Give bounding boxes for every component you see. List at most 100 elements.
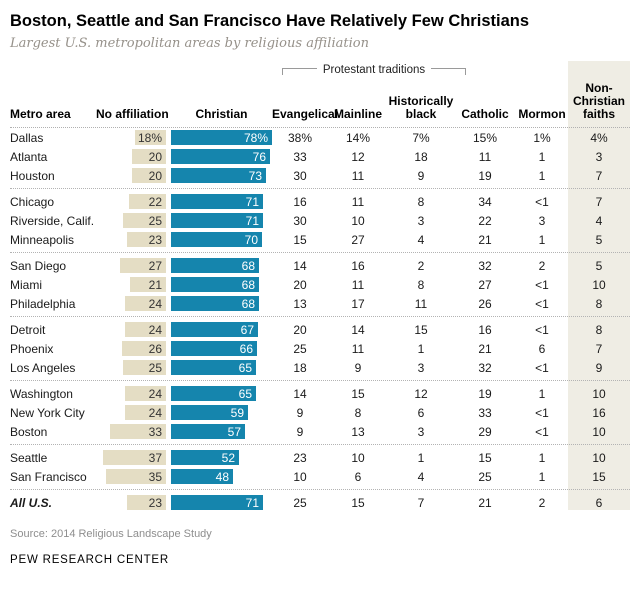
mormon-value: <1	[535, 296, 549, 311]
group-separator	[10, 316, 630, 317]
christian-bar: 59	[171, 405, 248, 420]
mainline-value: 17	[351, 296, 365, 311]
evangelical-value: 30	[293, 213, 307, 228]
christian-value: 52	[221, 450, 235, 465]
christian-bar: 65	[171, 360, 256, 375]
evangelical-value: 25	[293, 495, 307, 510]
no-affiliation-value: 35	[148, 469, 162, 484]
no-affiliation-bar: 24	[125, 386, 166, 401]
no-affiliation-bar: 26	[122, 341, 166, 356]
evangelical-value: 23	[293, 450, 307, 465]
mainline-value: 14	[351, 322, 365, 337]
no-affiliation-bar-cell: 24	[96, 405, 166, 420]
christian-value: 48	[215, 469, 229, 484]
catholic-value: 32	[478, 258, 492, 273]
no-affiliation-bar: 21	[130, 277, 166, 292]
table-row: Washington 24 65 14 15 12 19 1 10	[10, 384, 630, 403]
christian-bar: 76	[171, 149, 270, 164]
christian-bar: 57	[171, 424, 245, 439]
historically-black-value: 6	[417, 405, 425, 420]
group-separator	[10, 489, 630, 490]
non-christian-value: 16	[592, 405, 606, 420]
mormon-value: <1	[535, 405, 549, 420]
evangelical-value: 13	[293, 296, 307, 311]
metro-label: Dallas	[10, 130, 44, 145]
no-affiliation-value: 18%	[137, 130, 162, 145]
historically-black-value: 8	[417, 277, 425, 292]
catholic-value: 26	[478, 296, 492, 311]
non-christian-value: 10	[592, 450, 606, 465]
no-affiliation-bar-cell: 24	[96, 296, 166, 311]
header-historically-black: Historically black	[388, 94, 454, 121]
table-row: All U.S. 23 71 25 15 7 21 2 6	[10, 493, 630, 512]
no-affiliation-bar-cell: 23	[96, 232, 166, 247]
group-separator	[10, 188, 630, 189]
evangelical-value: 9	[296, 405, 304, 420]
non-christian-value: 5	[595, 232, 603, 247]
mainline-value: 15	[351, 495, 365, 510]
catholic-value: 34	[478, 194, 492, 209]
mormon-value: <1	[535, 322, 549, 337]
historically-black-value: 2	[417, 258, 425, 273]
no-affiliation-bar: 27	[120, 258, 166, 273]
no-affiliation-value: 24	[148, 405, 162, 420]
no-affiliation-bar: 37	[103, 450, 166, 465]
evangelical-value: 14	[293, 258, 307, 273]
group-separator	[10, 444, 630, 445]
christian-bar: 67	[171, 322, 258, 337]
no-affiliation-bar: 24	[125, 322, 166, 337]
historically-black-value: 8	[417, 194, 425, 209]
evangelical-value: 9	[296, 424, 304, 439]
mormon-value: 2	[538, 495, 546, 510]
christian-bar-cell: 71	[166, 194, 272, 209]
christian-value: 73	[248, 168, 262, 183]
header-metro-area: Metro area	[10, 107, 71, 121]
metro-label: Houston	[10, 168, 55, 183]
christian-bar: 68	[171, 258, 259, 273]
no-affiliation-bar-cell: 33	[96, 424, 166, 439]
non-christian-value: 10	[592, 424, 606, 439]
christian-bar: 70	[171, 232, 262, 247]
brand-wordmark: PEW RESEARCH CENTER	[10, 554, 169, 566]
christian-bar: 52	[171, 450, 239, 465]
table-row: Chicago 22 71 16 11 8 34 <1 7	[10, 192, 630, 211]
christian-bar: 65	[171, 386, 256, 401]
christian-bar-cell: 59	[166, 405, 272, 420]
historically-black-value: 4	[417, 469, 425, 484]
christian-value: 66	[239, 341, 253, 356]
christian-bar: 68	[171, 296, 259, 311]
christian-bar-cell: 70	[166, 232, 272, 247]
no-affiliation-bar-cell: 27	[96, 258, 166, 273]
no-affiliation-bar: 35	[106, 469, 166, 484]
christian-bar: 73	[171, 168, 266, 183]
mainline-value: 11	[351, 194, 365, 209]
bracket-left-segment	[282, 68, 317, 75]
evangelical-value: 20	[293, 322, 307, 337]
metro-label: Phoenix	[10, 341, 54, 356]
no-affiliation-value: 37	[148, 450, 162, 465]
no-affiliation-value: 24	[148, 322, 162, 337]
metro-label: New York City	[10, 405, 85, 420]
no-affiliation-bar: 24	[125, 405, 166, 420]
christian-bar-cell: 66	[166, 341, 272, 356]
bracket-label: Protestant traditions	[322, 64, 426, 76]
table-row: Los Angeles 25 65 18 9 3 32 <1 9	[10, 358, 630, 377]
table-header-row: Metro area No affiliation Christian Evan…	[10, 82, 630, 128]
non-christian-value: 7	[595, 168, 603, 183]
mainline-value: 9	[354, 360, 362, 375]
table-row: Boston 33 57 9 13 3 29 <1 10	[10, 422, 630, 441]
christian-bar-cell: 48	[166, 469, 272, 484]
catholic-value: 21	[478, 495, 492, 510]
no-affiliation-value: 20	[148, 149, 162, 164]
table-row: Miami 21 68 20 11 8 27 <1 10	[10, 275, 630, 294]
protestant-traditions-bracket: Protestant traditions	[282, 63, 466, 80]
christian-bar-cell: 76	[166, 149, 272, 164]
non-christian-column-band	[568, 61, 630, 510]
metro-label: Los Angeles	[10, 360, 76, 375]
metro-label: Seattle	[10, 450, 48, 465]
christian-bar-cell: 57	[166, 424, 272, 439]
no-affiliation-value: 21	[148, 277, 162, 292]
mormon-value: 1	[538, 386, 546, 401]
table-row: Riverside, Calif. 25 71 30 10 3 22 3 4	[10, 211, 630, 230]
christian-value: 71	[245, 495, 259, 510]
